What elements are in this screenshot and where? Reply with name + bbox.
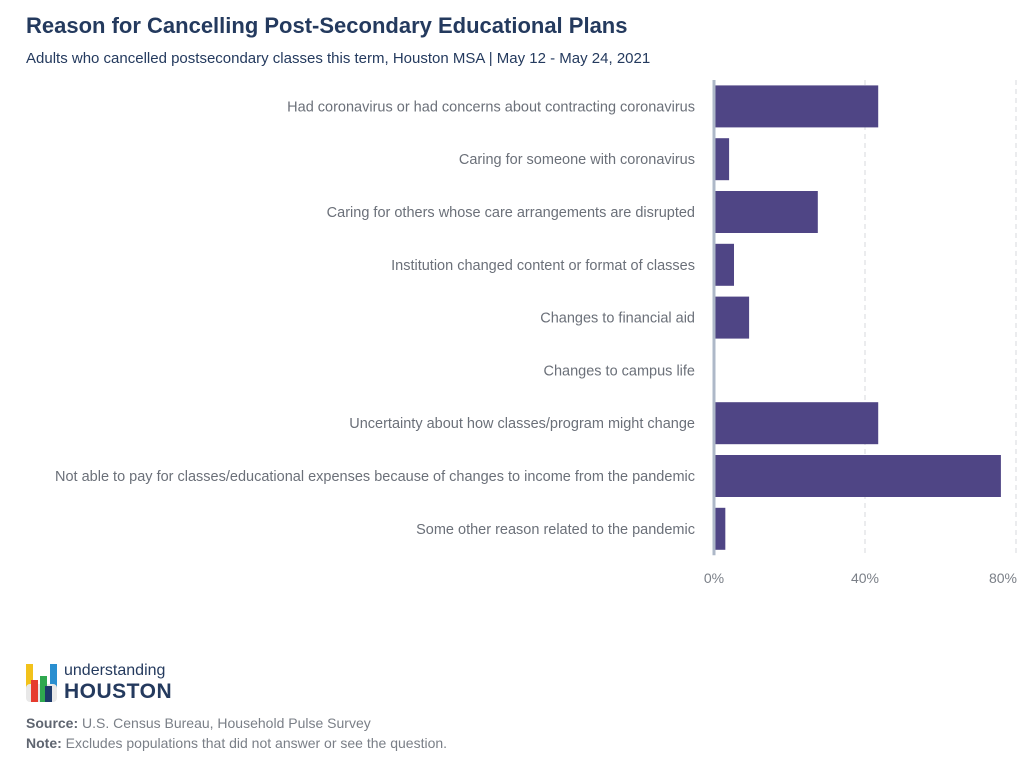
x-tick-label: 40% — [851, 570, 879, 586]
bar — [714, 191, 818, 233]
category-label: Institution changed content or format of… — [391, 258, 695, 274]
note-label: Note: — [26, 735, 62, 751]
category-label: Uncertainty about how classes/program mi… — [349, 416, 695, 432]
category-label: Changes to financial aid — [540, 311, 695, 327]
bar-chart: Had coronavirus or had concerns about co… — [55, 80, 1017, 586]
chart-title: Reason for Cancelling Post-Secondary Edu… — [26, 13, 628, 38]
source-line: Source: U.S. Census Bureau, Household Pu… — [26, 715, 371, 731]
category-label: Not able to pay for classes/educational … — [55, 469, 695, 485]
logo-mark-icon — [26, 664, 57, 702]
source-text: U.S. Census Bureau, Household Pulse Surv… — [82, 715, 371, 731]
note-text: Excludes populations that did not answer… — [65, 735, 448, 751]
bar — [714, 455, 1001, 497]
category-label: Some other reason related to the pandemi… — [416, 522, 695, 538]
category-label: Caring for someone with coronavirus — [459, 152, 695, 168]
bar — [714, 402, 879, 445]
logo-text-understanding: understanding — [64, 662, 166, 679]
bar — [714, 507, 726, 550]
chart-subtitle: Adults who cancelled postsecondary class… — [26, 50, 651, 67]
x-tick-label: 80% — [989, 570, 1017, 586]
bar — [714, 85, 879, 128]
logo-text-houston: HOUSTON — [64, 680, 173, 703]
category-label: Caring for others whose care arrangement… — [327, 205, 695, 221]
x-tick-label: 0% — [704, 570, 724, 586]
bar — [714, 138, 730, 181]
bar — [714, 243, 735, 286]
category-label: Changes to campus life — [543, 363, 695, 379]
bar — [714, 296, 750, 339]
understanding-houston-logo: understanding HOUSTON — [26, 662, 196, 706]
source-label: Source: — [26, 715, 79, 731]
category-label: Had coronavirus or had concerns about co… — [287, 99, 695, 115]
note-line: Note: Excludes populations that did not … — [26, 735, 447, 751]
